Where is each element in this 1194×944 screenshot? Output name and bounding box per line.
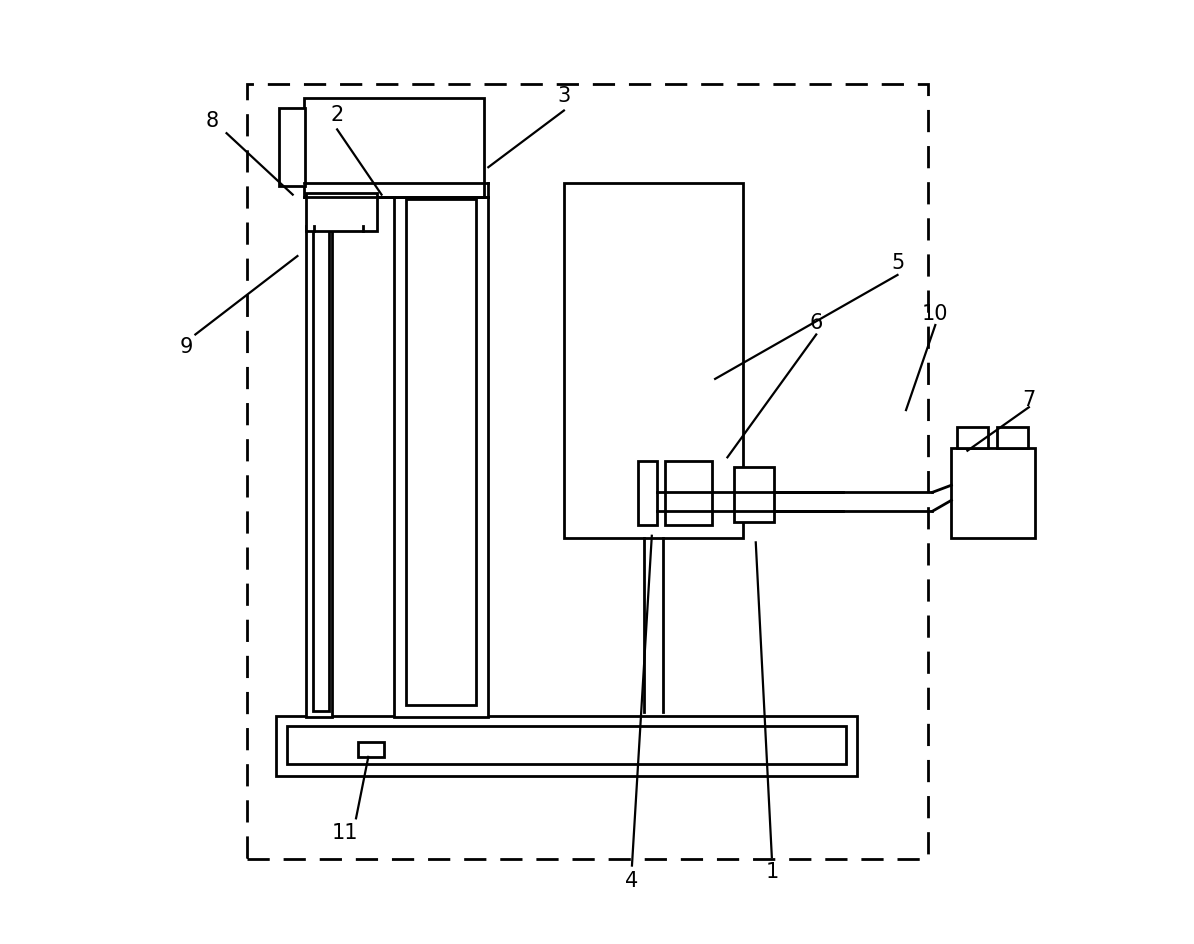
Bar: [423, 172, 460, 198]
Text: 2: 2: [331, 105, 344, 126]
Text: 11: 11: [332, 822, 358, 843]
Bar: [358, 742, 384, 757]
Bar: [306, 227, 332, 717]
Bar: [306, 194, 377, 231]
Bar: [406, 200, 476, 705]
Bar: [638, 462, 657, 526]
Bar: [665, 462, 713, 526]
Bar: [394, 198, 488, 717]
Bar: [997, 428, 1028, 448]
Text: 4: 4: [626, 869, 639, 890]
Bar: [287, 726, 845, 765]
Text: 10: 10: [922, 303, 948, 324]
Bar: [734, 467, 774, 522]
Bar: [304, 99, 484, 198]
Text: 8: 8: [205, 110, 219, 131]
Text: 7: 7: [1022, 389, 1035, 410]
Text: 3: 3: [558, 86, 571, 107]
Bar: [313, 229, 328, 711]
Bar: [276, 716, 857, 776]
Bar: [278, 109, 304, 187]
Text: 9: 9: [179, 336, 192, 357]
Text: 1: 1: [765, 861, 778, 882]
Bar: [958, 428, 989, 448]
Bar: [952, 448, 1034, 538]
Bar: [564, 184, 744, 538]
Text: 5: 5: [891, 252, 904, 273]
Bar: [247, 85, 928, 859]
Text: 6: 6: [810, 312, 823, 333]
